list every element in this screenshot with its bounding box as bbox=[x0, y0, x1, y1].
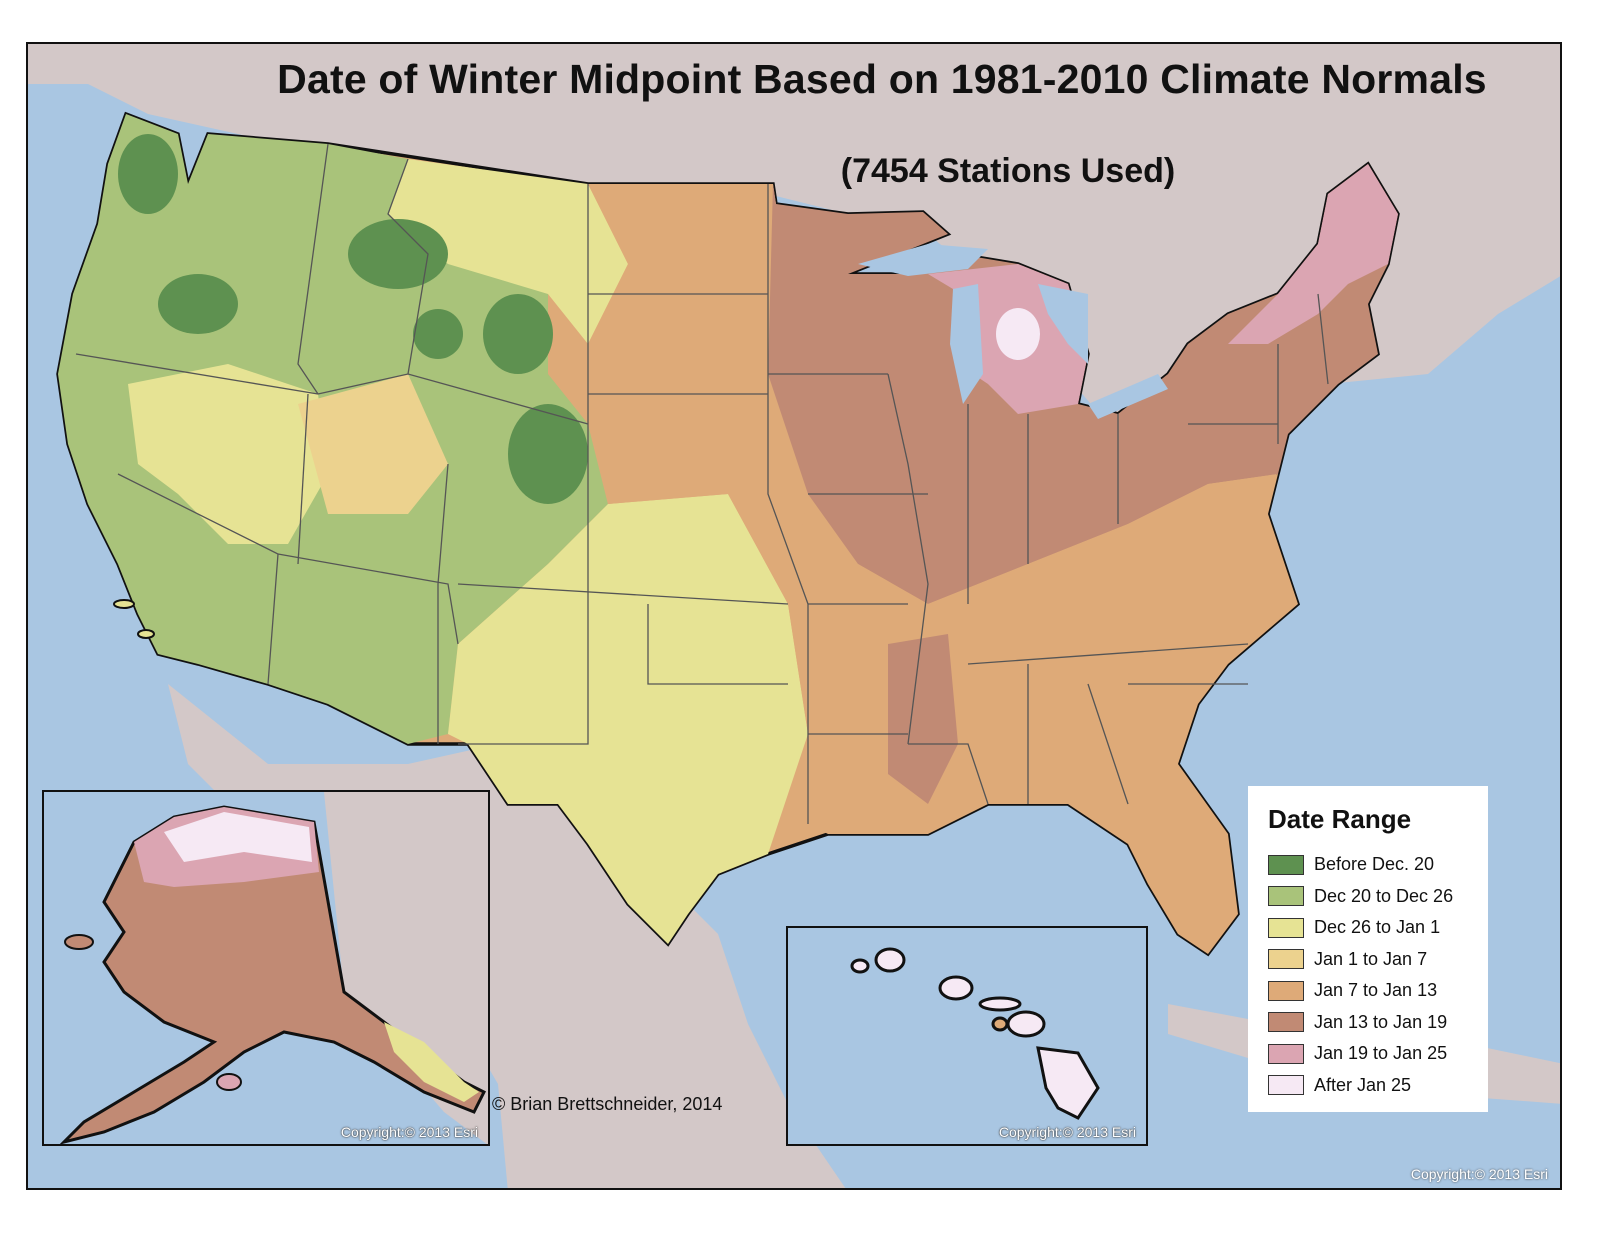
island-lanai bbox=[991, 1016, 1009, 1032]
legend-label: Jan 13 to Jan 19 bbox=[1314, 1011, 1448, 1032]
legend-items: Before Dec. 20 Dec 20 to Dec 26 Dec 26 to … bbox=[1268, 849, 1488, 1101]
zone-dkgreen-colorado bbox=[508, 404, 588, 504]
alaska-southeast bbox=[384, 1022, 479, 1102]
legend-swatch bbox=[1268, 1012, 1304, 1033]
legend-swatch bbox=[1268, 917, 1304, 938]
legend-swatch bbox=[1268, 1075, 1304, 1096]
island-channel-1 bbox=[113, 599, 135, 609]
zone-dkgreen-cascades bbox=[118, 134, 178, 214]
hawaii-canvas bbox=[850, 947, 1100, 1120]
legend-swatch bbox=[1268, 1043, 1304, 1064]
zone-yellow-1 bbox=[128, 364, 328, 544]
legend-swatch bbox=[1268, 854, 1304, 875]
legend-label: After Jan 25 bbox=[1314, 1074, 1412, 1095]
zone-dkgreen-montana bbox=[348, 219, 448, 289]
legend-label: Jan 1 to Jan 7 bbox=[1314, 948, 1428, 969]
esri-copyright-main: Copyright:© 2013 Esri bbox=[1410, 1166, 1548, 1182]
legend-row: Jan 19 to Jan 25 bbox=[1268, 1038, 1488, 1070]
zone-tan-southeast bbox=[788, 474, 1298, 954]
alaska-outline bbox=[59, 805, 487, 1144]
esri-copyright-hawaii: Copyright:© 2013 Esri bbox=[998, 1124, 1136, 1140]
zone-yellow-2 bbox=[388, 159, 628, 344]
zone-dkgreen-oregon bbox=[158, 274, 238, 334]
alaska-inset: Copyright:© 2013 Esri bbox=[42, 790, 490, 1146]
canada-yukon-land bbox=[324, 792, 488, 1144]
legend-swatch bbox=[1268, 886, 1304, 907]
zone-white-michigan bbox=[996, 308, 1040, 360]
alaska-canvas bbox=[59, 792, 488, 1144]
island-oahu bbox=[938, 975, 974, 1001]
legend-row: Dec 20 to Dec 26 bbox=[1268, 881, 1488, 913]
zone-brown-delta bbox=[888, 634, 958, 804]
map-canvas bbox=[28, 44, 1560, 1188]
legend-row: Jan 13 to Jan 19 bbox=[1268, 1007, 1488, 1039]
esri-copyright-alaska: Copyright:© 2013 Esri bbox=[340, 1124, 478, 1140]
alaska-island-stlawrence bbox=[64, 934, 94, 950]
author-credit: © Brian Brettschneider, 2014 bbox=[492, 1094, 723, 1114]
state-lines bbox=[75, 143, 1329, 824]
legend-row: Before Dec. 20 bbox=[1268, 849, 1488, 881]
lake-erie bbox=[1088, 374, 1168, 419]
legend-row: After Jan 25 bbox=[1268, 1070, 1488, 1102]
island-channel-2 bbox=[137, 629, 155, 639]
map-frame: Date of Winter Midpoint Based on 1981-20… bbox=[26, 42, 1562, 1190]
island-molokai bbox=[978, 996, 1022, 1012]
island-kauai bbox=[874, 947, 906, 973]
zone-pink-newengland bbox=[1228, 164, 1398, 344]
island-maui bbox=[1006, 1010, 1046, 1038]
zone-dkgreen-idaho bbox=[413, 309, 463, 359]
zone-dkgreen-wyoming bbox=[483, 294, 553, 374]
lake-huron bbox=[1038, 284, 1088, 364]
hawaii-inset: Copyright:© 2013 Esri bbox=[786, 926, 1148, 1146]
legend-label: Jan 7 to Jan 13 bbox=[1314, 980, 1438, 1001]
lake-michigan bbox=[950, 284, 983, 404]
legend-label: Dec 26 to Jan 1 bbox=[1314, 917, 1441, 938]
legend-label: Dec 20 to Dec 26 bbox=[1314, 885, 1454, 906]
legend: Date Range Before Dec. 20 Dec 20 to Dec 2… bbox=[1248, 786, 1488, 1112]
legend-row: Jan 1 to Jan 7 bbox=[1268, 944, 1488, 976]
alaska-island-kodiak bbox=[216, 1073, 242, 1091]
map-subtitle: (7454 Stations Used) bbox=[840, 152, 1176, 190]
island-hawaii-big bbox=[1036, 1046, 1100, 1120]
map-title: Date of Winter Midpoint Based on 1981-20… bbox=[277, 56, 1487, 102]
alaska-arctic-white bbox=[164, 812, 312, 862]
canada-landmass bbox=[28, 44, 1560, 424]
zone-yellow-3 bbox=[448, 494, 808, 944]
island-niihau bbox=[850, 958, 870, 974]
legend-swatch bbox=[1268, 980, 1304, 1001]
lake-superior bbox=[858, 244, 988, 276]
legend-swatch bbox=[1268, 949, 1304, 970]
legend-label: Jan 19 to Jan 25 bbox=[1314, 1043, 1448, 1064]
legend-row: Dec 26 to Jan 1 bbox=[1268, 912, 1488, 944]
legend-row: Jan 7 to Jan 13 bbox=[1268, 975, 1488, 1007]
legend-title: Date Range bbox=[1268, 804, 1412, 834]
legend-label: Before Dec. 20 bbox=[1314, 854, 1435, 875]
zone-yellow-4 bbox=[298, 374, 448, 514]
